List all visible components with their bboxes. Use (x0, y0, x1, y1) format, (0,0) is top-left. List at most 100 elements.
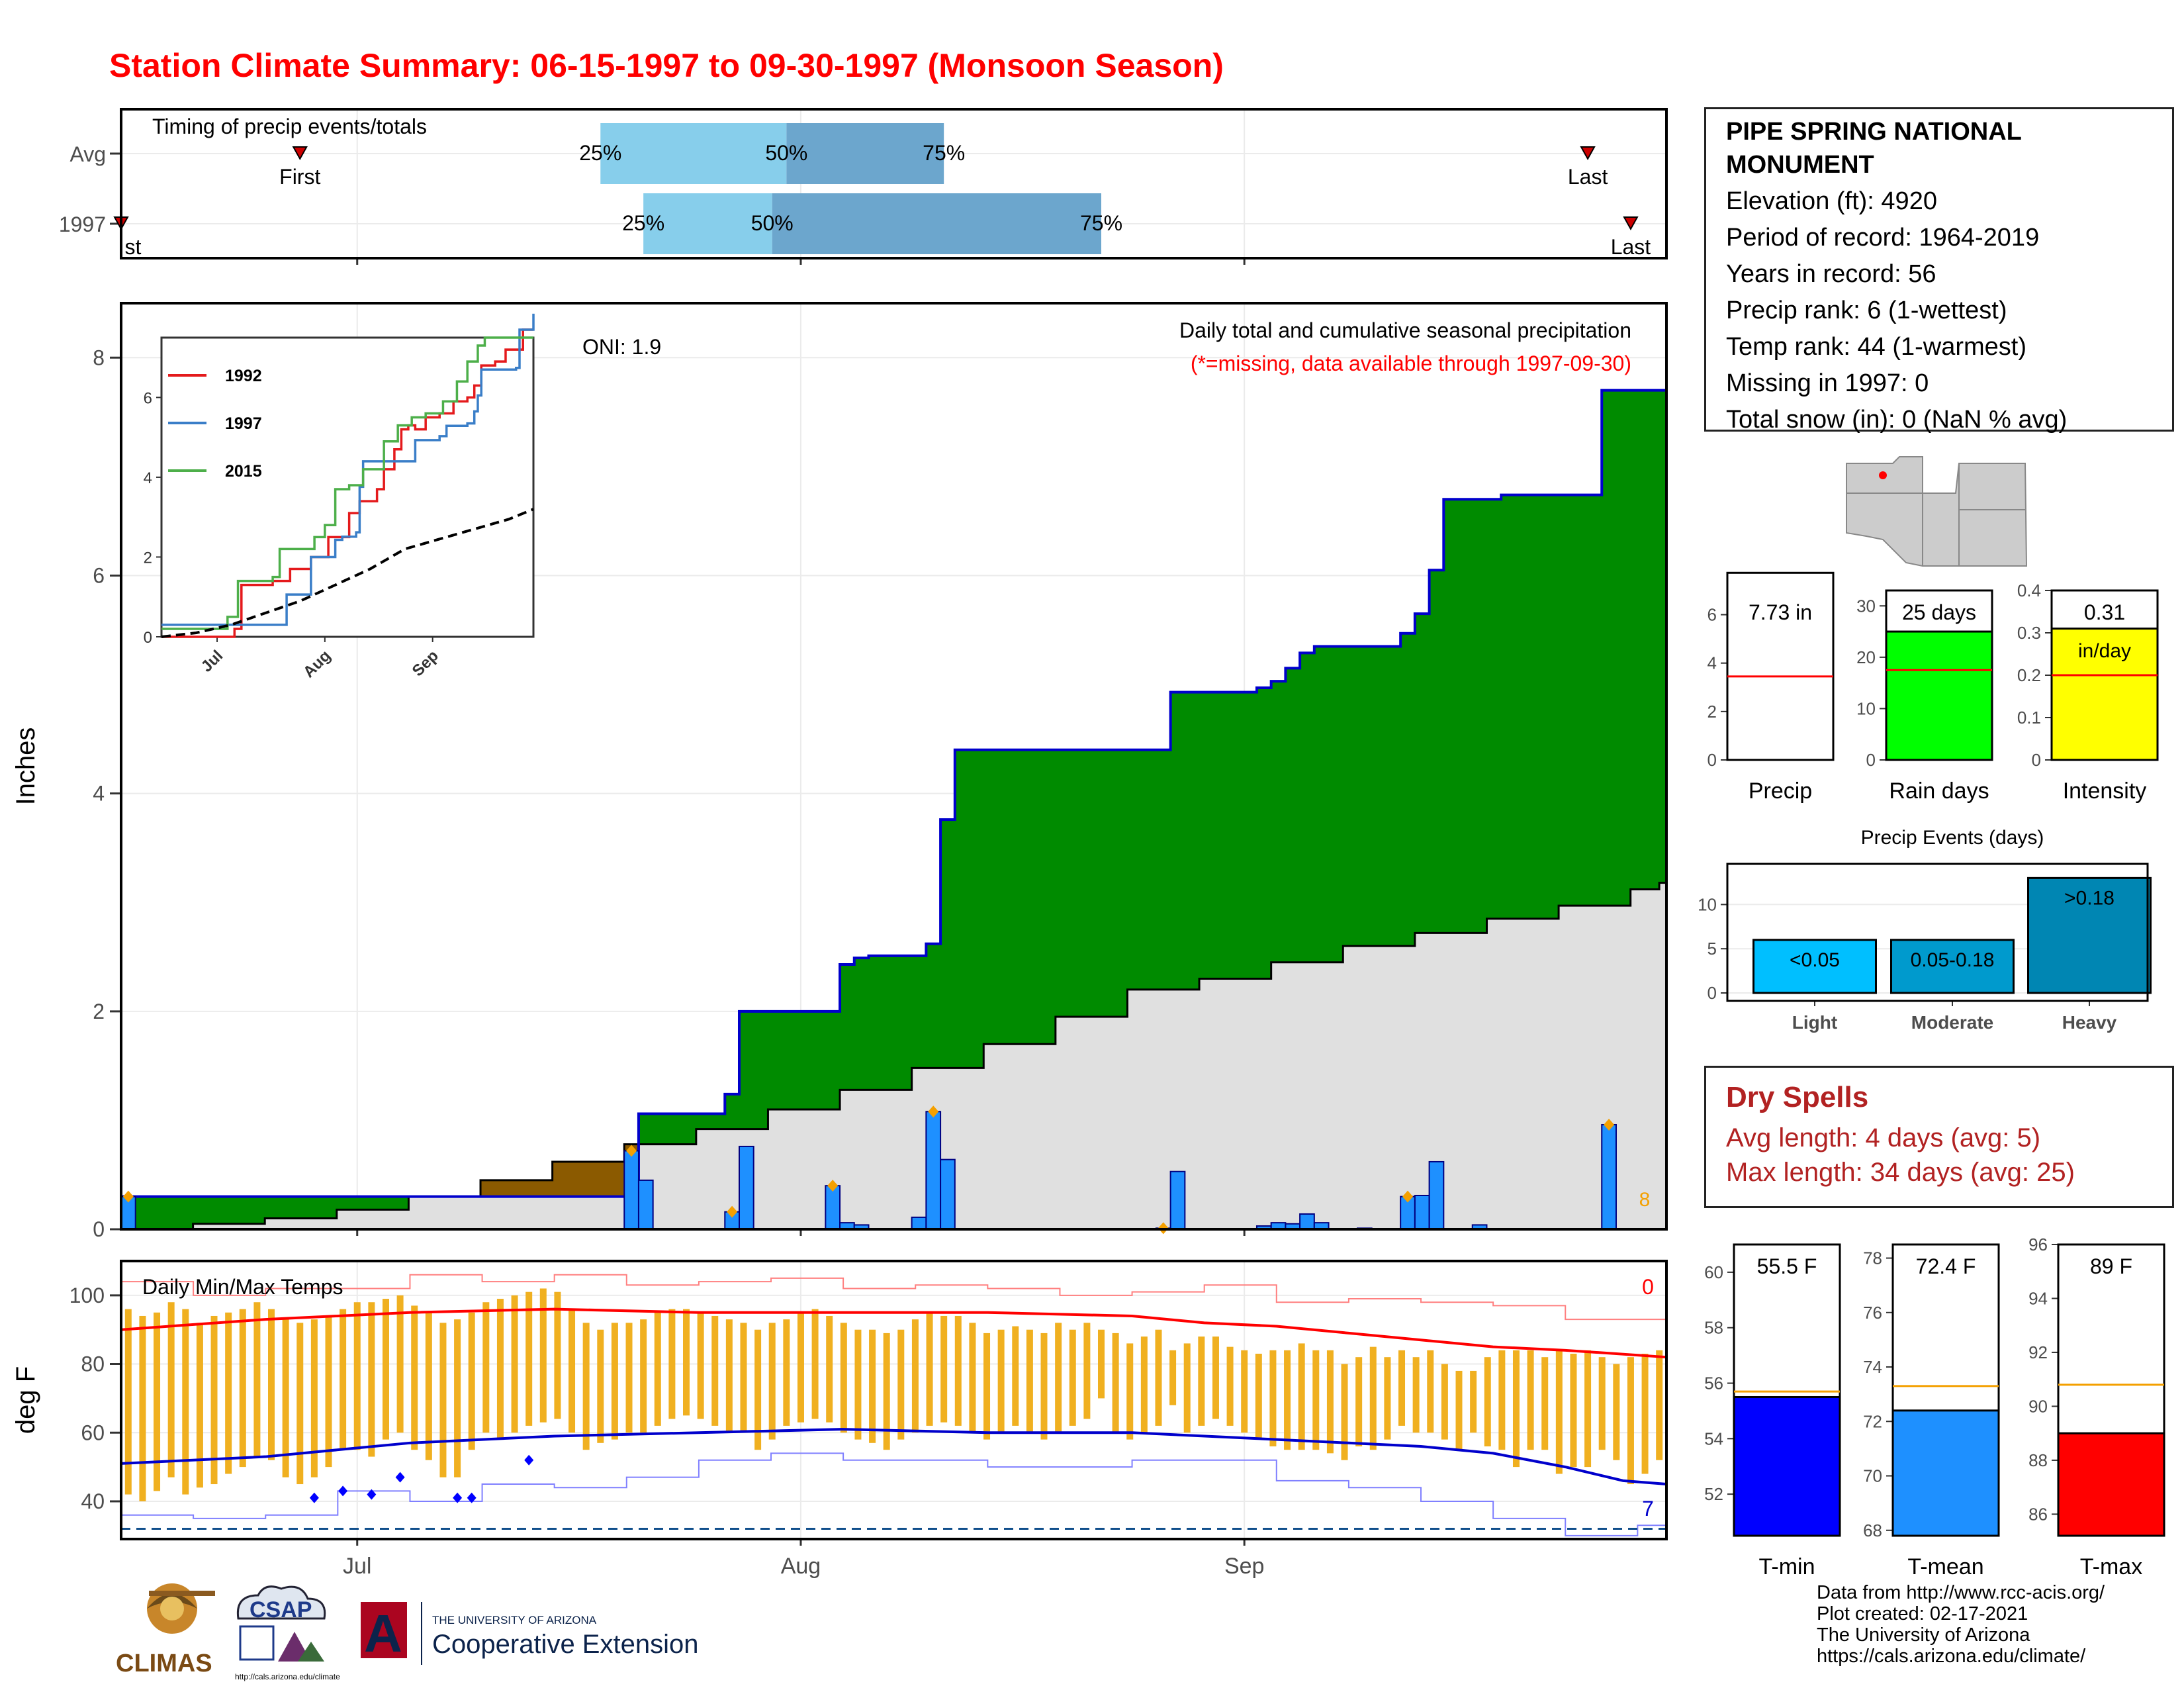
temp-summary-y-tick-label: 88 (2028, 1450, 2048, 1470)
climas-text: CLIMAS (116, 1650, 212, 1677)
footer-line-source: Data from http://www.rcc-acis.org/ (1817, 1582, 2105, 1603)
daily-temp-bar (139, 1315, 146, 1501)
event-bar (2027, 876, 2152, 994)
daily-temp-bar (210, 1315, 218, 1485)
timing-label-25: 25% (622, 211, 664, 235)
daily-temp-bar (382, 1299, 389, 1440)
daily-temp-bar (1269, 1350, 1277, 1446)
daily-precip-marker (1604, 1118, 1615, 1131)
university-arizona-logo: A THE UNIVERSITY OF ARIZONA Cooperative … (361, 1602, 698, 1665)
coop-extension-text: Cooperative Extension (432, 1630, 698, 1659)
daily-temp-bar (1498, 1350, 1506, 1450)
first-event-label: First (279, 165, 320, 189)
precip-summary-bar (1885, 630, 1993, 761)
precip-summary-y-tick-label: 0.2 (2017, 665, 2041, 685)
daily-temp-bar (1641, 1354, 1649, 1474)
daily-temp-bar (954, 1315, 962, 1426)
inset-y-tick-label: 2 (144, 549, 152, 567)
inset-y-tick-label: 6 (144, 389, 152, 407)
daily-temp-bar (1183, 1343, 1191, 1433)
daily-temp-bar (282, 1319, 289, 1477)
csap-url: http://cals.arizona.edu/climate (235, 1672, 340, 1681)
first-event-marker (292, 146, 308, 161)
daily-temp-bar (826, 1315, 833, 1423)
daily-temp-bar (1055, 1323, 1062, 1433)
record-max-line (121, 1274, 1667, 1321)
daily-temp-bar (1369, 1346, 1377, 1450)
record-low-marker (524, 1454, 534, 1466)
record-low-marker (309, 1492, 319, 1503)
daily-temp-bar (640, 1319, 647, 1433)
precip-summary-bar (2050, 628, 2159, 761)
last-event-marker (1580, 146, 1596, 161)
precip-summary-y-tick-label: 0 (1707, 750, 1717, 770)
daily-temp-bar (1126, 1343, 1134, 1440)
precip-chart-title: Daily total and cumulative seasonal prec… (1179, 318, 1631, 342)
footer-line-url: https://cals.arizona.edu/climate/ (1817, 1646, 2086, 1667)
daily-temp-bar (1484, 1357, 1491, 1446)
timing-label-25: 25% (579, 141, 621, 165)
precip-summary-y-tick-label: 0.4 (2017, 581, 2041, 600)
precip-summary-value-label: 7.73 in (1749, 600, 1812, 624)
temp-summary-y-tick-label: 56 (1704, 1374, 1723, 1393)
record-low-marker (338, 1485, 348, 1497)
precip-summary-y-tick-label: 10 (1856, 698, 1876, 718)
temperature-chart: 40 60 80 100 Jul Aug Sep deg F Daily Min/Max Tem… (11, 1260, 1668, 1579)
daily-temp-bar (182, 1309, 189, 1495)
station-elevation: Elevation (ft): 4920 (1726, 187, 1937, 215)
first-event-label: st (125, 235, 142, 259)
temp-summary-y-tick-label: 94 (2028, 1288, 2048, 1308)
daily-temp-bar (1555, 1350, 1563, 1474)
temp-x-tick-label: Sep (1224, 1554, 1265, 1579)
daily-temp-bar (296, 1323, 304, 1485)
daily-temp-bar (1069, 1329, 1076, 1426)
temp-y-tick-label: 60 (81, 1421, 105, 1444)
daily-temp-bar (482, 1302, 490, 1433)
station-snow: Total snow (in): 0 (NaN % avg) (1726, 406, 2068, 434)
daily-temp-bar (997, 1329, 1005, 1433)
footer-line-created: Plot created: 02-17-2021 (1817, 1603, 2028, 1624)
daily-temp-bar (597, 1329, 604, 1443)
record-low-marker (395, 1472, 405, 1483)
precip-summary-y-tick-label: 0.1 (2017, 708, 2041, 727)
station-years: Years in record: 56 (1726, 260, 1936, 288)
temp-chart-title: Daily Min/Max Temps (142, 1275, 343, 1299)
temp-y-tick-label: 100 (69, 1284, 105, 1307)
temp-corner-top: 0 (1642, 1275, 1654, 1299)
inset-series-line (161, 336, 533, 630)
daily-temp-bar (1083, 1323, 1091, 1419)
daily-temp-bar (668, 1309, 676, 1419)
summary-charts: 0 2 4 6 7.73 in Precip 0 10 20 30 25 days Rain days… (1698, 571, 2165, 1579)
precip-summary-category-label: Precip (1749, 778, 1812, 804)
precip-frame (120, 302, 1668, 1231)
events-frame (1726, 863, 2149, 1002)
avg-min-line (120, 1428, 1667, 1486)
daily-temp-bar (654, 1312, 661, 1426)
events-y-tick-label: 10 (1698, 894, 1717, 914)
locator-map (1846, 456, 2028, 567)
daily-temp-bar (911, 1319, 919, 1433)
climas-logo: CLIMAS (116, 1583, 215, 1677)
daily-temp-bar (1040, 1333, 1048, 1440)
page-title: Station Climate Summary: 06-15-1997 to 0… (109, 47, 1224, 84)
dry-spells-box: Dry Spells Avg length: 4 days (avg: 5) M… (1704, 1066, 2174, 1208)
timing-bar-50-75 (786, 123, 944, 184)
precip-summary-category-label: Rain days (1889, 778, 1989, 804)
oni-annotation: ONI: 1.9 (582, 335, 661, 359)
station-temp-rank: Temp rank: 44 (1-warmest) (1726, 333, 2027, 361)
daily-temp-bar (425, 1312, 432, 1460)
daily-temp-bar (1212, 1336, 1219, 1419)
precip-chart-subtitle: (*=missing, data available through 1997-… (1191, 352, 1631, 375)
daily-temp-bar (740, 1323, 747, 1433)
daily-temp-bar (439, 1323, 447, 1477)
temp-summary-y-tick-label: 68 (1863, 1521, 1882, 1540)
daily-temp-bar (1384, 1357, 1391, 1440)
event-bar-label: <0.05 (1790, 949, 1840, 971)
temp-summary-y-tick-label: 72 (1863, 1411, 1882, 1431)
temp-summary-y-tick-label: 70 (1863, 1466, 1882, 1486)
precip-summary-y-tick-label: 0 (2032, 750, 2041, 770)
temp-summary-y-tick-label: 60 (1704, 1262, 1723, 1282)
precip-summary-category-label: Intensity (2063, 778, 2147, 804)
record-min-line (121, 1452, 1667, 1536)
event-category-label: Heavy (2062, 1012, 2117, 1033)
